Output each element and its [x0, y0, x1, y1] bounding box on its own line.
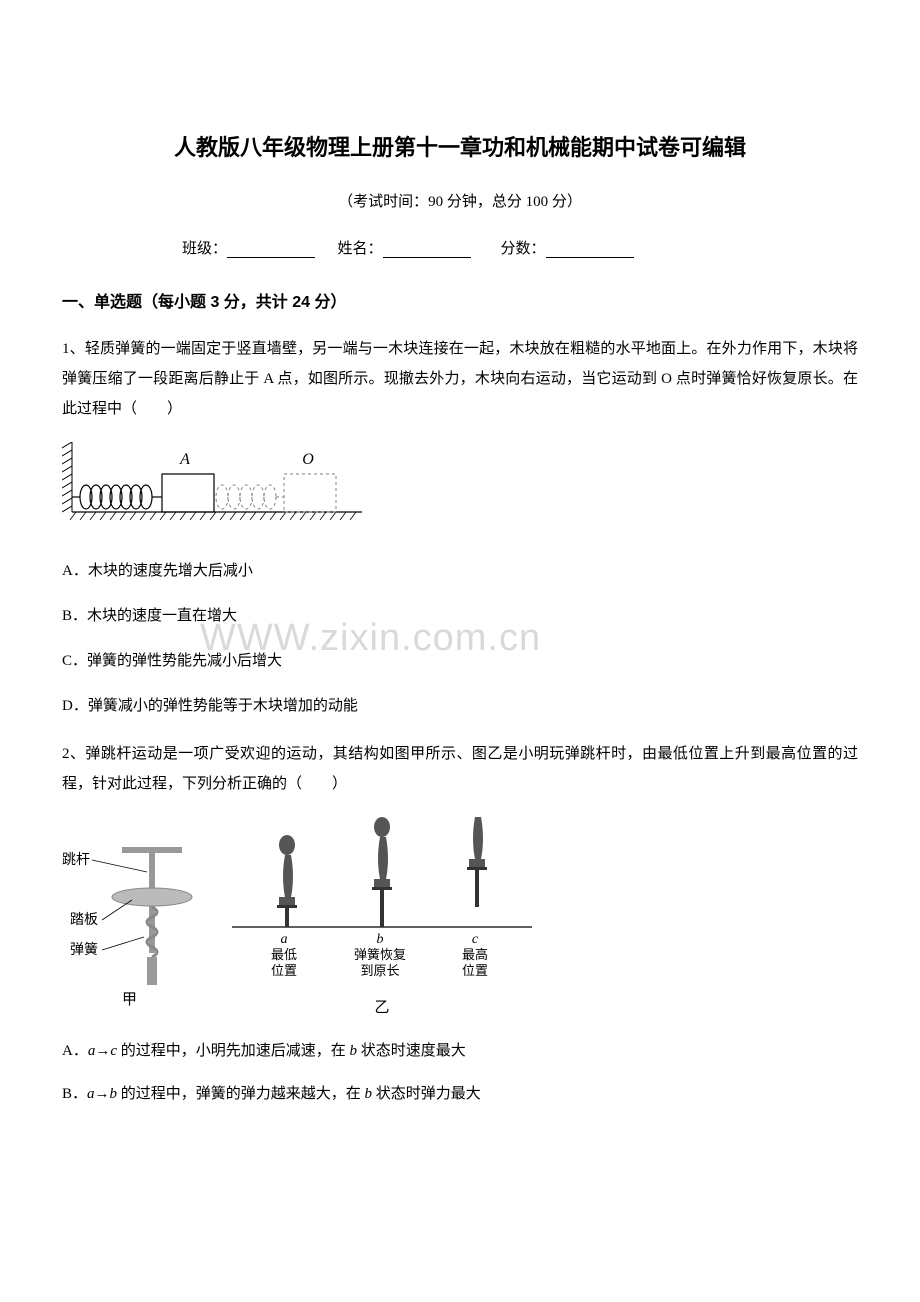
q2-figure: 跳杆 踏板 弹簧 甲: [62, 817, 858, 1017]
q2-label-yi: 乙: [232, 996, 532, 1017]
svg-text:最低: 最低: [271, 947, 297, 962]
class-label: 班级：: [182, 241, 227, 257]
page-content: 人教版八年级物理上册第十一章功和机械能期中试卷可编辑 （考试时间：90 分钟，总…: [62, 130, 858, 1103]
q1-opt-b: B．木块的速度一直在增大: [62, 604, 858, 625]
page-title: 人教版八年级物理上册第十一章功和机械能期中试卷可编辑: [62, 130, 858, 162]
q1-label-o: O: [302, 451, 314, 468]
svg-text:到原长: 到原长: [360, 963, 399, 978]
svg-text:位置: 位置: [462, 963, 488, 978]
q1-label-a: A: [179, 451, 190, 468]
svg-text:弹簧恢复: 弹簧恢复: [354, 947, 406, 962]
svg-text:位置: 位置: [271, 963, 297, 978]
q2-opt-b: B．a→b 的过程中，弹簧的弹力越来越大，在 b 状态时弹力最大: [62, 1082, 858, 1103]
q1-opt-a: A．木块的速度先增大后减小: [62, 559, 858, 580]
q2-label-tiaogan: 跳杆: [62, 852, 90, 868]
q1-opt-d: D．弹簧减小的弹性势能等于木块增加的动能: [62, 694, 858, 715]
q2-opt-a: A．a→c 的过程中，小明先加速后减速，在 b 状态时速度最大: [62, 1039, 858, 1060]
class-blank: [227, 242, 315, 258]
q2-label-b: b: [377, 932, 384, 947]
svg-text:最高: 最高: [462, 947, 488, 962]
name-label: 姓名：: [338, 241, 383, 257]
q1-figure: A O: [62, 442, 858, 537]
section-header: 一、单选题（每小题 3 分，共计 24 分）: [62, 288, 858, 312]
q2-label-jia: 甲: [122, 992, 137, 1008]
q2-stem: 2、弹跳杆运动是一项广受欢迎的运动，其结构如图甲所示、图乙是小明玩弹跳杆时，由最…: [62, 739, 858, 799]
q1-opt-c: C．弹簧的弹性势能先减小后增大: [62, 649, 858, 670]
q2-label-a: a: [281, 932, 288, 947]
q2-label-tanhuang: 弹簧: [70, 942, 98, 958]
q2-label-c: c: [472, 932, 479, 947]
exam-info: （考试时间：90 分钟，总分 100 分）: [62, 190, 858, 211]
student-fields: 班级： 姓名： 分数：: [62, 237, 858, 258]
score-label: 分数：: [501, 241, 546, 257]
name-blank: [383, 242, 471, 258]
score-blank: [546, 242, 634, 258]
q2-label-taban: 踏板: [70, 912, 98, 928]
q1-stem: 1、轻质弹簧的一端固定于竖直墙壁，另一端与一木块连接在一起，木块放在粗糙的水平地…: [62, 334, 858, 424]
